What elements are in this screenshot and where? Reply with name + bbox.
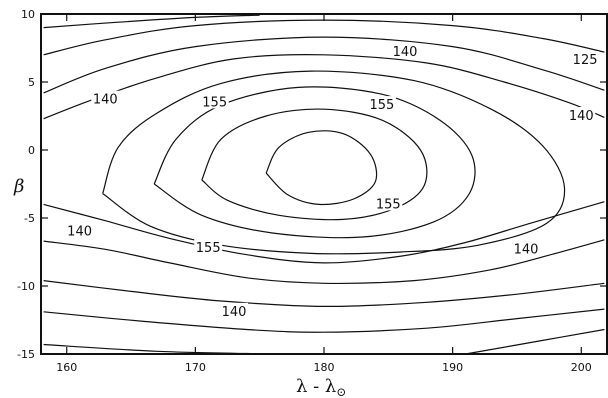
contour-label-4: 155 <box>196 241 221 256</box>
y-tick-label: -5 <box>24 212 35 225</box>
x-axis-label-sub: ⊙ <box>336 385 346 398</box>
y-tick-label: 5 <box>28 76 35 89</box>
contour-label-10: 140 <box>569 109 594 124</box>
contour-line-14 <box>465 328 605 355</box>
plot-frame <box>40 13 608 355</box>
contour-line-7 <box>201 108 428 221</box>
x-tick-label: 200 <box>571 361 592 374</box>
contour-label-bg <box>512 240 540 256</box>
x-tick-label: 190 <box>442 361 463 374</box>
contour-label-bg <box>65 222 94 238</box>
contour-label-bg <box>200 93 229 109</box>
contour-labels: 155 155 155 155 140 140 140 125 140 140 140 <box>65 43 600 320</box>
contour-label-1: 155 <box>202 95 227 110</box>
y-tick-label: 0 <box>28 144 35 157</box>
contour-label-bg <box>374 195 403 211</box>
x-tick-label: 160 <box>56 361 77 374</box>
contour-line-10 <box>43 239 605 284</box>
contour-line-12 <box>43 308 605 333</box>
x-axis-label-main: λ - λ <box>296 376 336 397</box>
x-tick-label: 170 <box>185 361 206 374</box>
contour-label-7: 140 <box>393 45 418 60</box>
contour-label-9: 140 <box>93 93 118 108</box>
contour-label-bg <box>194 238 223 254</box>
contour-label-bg <box>220 302 248 318</box>
x-tick-label: 180 <box>314 361 335 374</box>
contour-line-11 <box>43 280 605 308</box>
y-tick-label: -10 <box>17 280 35 293</box>
contour-line-1 <box>43 14 260 29</box>
contour-label-bg <box>367 96 396 112</box>
y-tick-label: -15 <box>17 348 35 361</box>
contour-lines <box>43 14 605 355</box>
contour-label-6: 140 <box>222 305 247 320</box>
contour-label-8: 125 <box>573 53 598 68</box>
contour-line-3 <box>43 36 605 94</box>
axis-ticks: 160 170 180 190 200 10 5 0 -5 -10 -15 <box>17 8 607 374</box>
y-tick-label: 10 <box>21 8 35 21</box>
y-axis-label: β <box>13 176 24 197</box>
contour-line-13 <box>43 343 273 355</box>
contour-label-3: 155 <box>376 197 401 212</box>
contour-line-9 <box>43 201 605 264</box>
contour-label-bg <box>571 51 600 67</box>
contour-label-5: 140 <box>514 242 539 257</box>
contour-label-11: 140 <box>67 225 92 240</box>
contour-label-bg <box>91 90 120 106</box>
contour-line-4 <box>43 53 605 120</box>
contour-line-5 <box>102 70 566 255</box>
contour-label-bg <box>391 43 419 59</box>
contour-label-2: 155 <box>369 98 394 113</box>
x-axis-label: λ - λ⊙ <box>296 376 346 398</box>
contour-label-bg <box>567 107 596 122</box>
contour-line-8 <box>265 130 378 206</box>
